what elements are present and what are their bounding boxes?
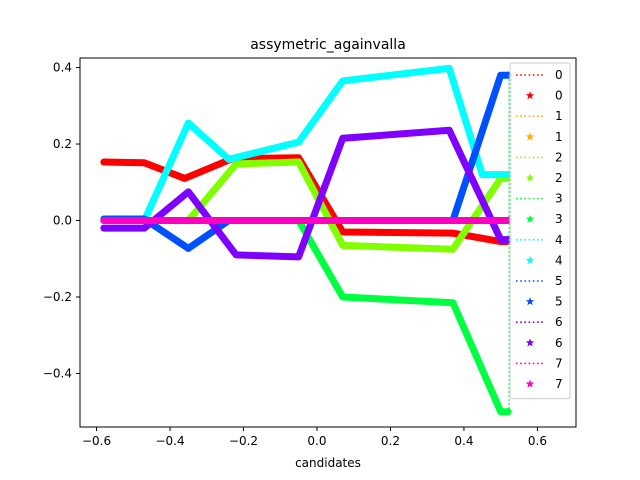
y-tick-label: −0.2 [43,290,72,304]
legend-label: 3 [555,212,563,226]
legend-label: 7 [555,356,563,370]
series-line-6 [100,126,512,261]
legend-label: 0 [555,68,563,82]
series-layer [100,64,513,416]
legend-marker-1 [525,132,535,141]
legend-label: 4 [555,253,563,267]
legend-label: 1 [555,130,563,144]
legend-marker-3 [525,214,535,223]
y-tick-label: 0.0 [53,214,72,228]
legend-marker-2 [525,173,535,182]
x-axis: −0.6 −0.4 −0.2 0.0 0.2 0.4 0.6 [82,427,547,448]
legend-label: 7 [555,377,563,391]
x-tick-label: 0.4 [454,434,473,448]
legend-label: 1 [555,109,563,123]
x-tick-label: −0.2 [229,434,258,448]
x-tick-label: 0.2 [381,434,400,448]
legend-marker-4 [525,255,535,265]
legend-label: 2 [555,171,563,185]
chart-title: assymetric_againvalla [250,37,406,53]
series-line-4 [100,64,512,225]
legend-label: 2 [555,150,563,164]
x-tick-label: 0.6 [528,434,547,448]
plot-frame [79,57,577,428]
legend-marker-5 [525,297,535,306]
x-tick-label: −0.6 [82,434,111,448]
legend-label: 6 [555,336,563,350]
legend-marker-0 [525,91,535,100]
y-axis: −0.4 −0.2 0.0 0.2 0.4 [43,61,80,380]
series-marker-5 [503,70,513,79]
x-axis-label: candidates [295,456,361,470]
legend-marker-6 [525,338,535,347]
series-marker-4 [503,170,513,179]
x-tick-label: 0.0 [307,434,326,448]
series-line-0 [100,154,512,246]
series-marker-6 [503,235,513,244]
legend-box [509,62,571,400]
y-tick-label: −0.4 [43,366,72,380]
series-marker-7 [503,216,513,225]
legend-label: 5 [555,295,563,309]
series-marker-3 [503,407,513,416]
legend-marker-7 [525,379,535,388]
legend-label: 0 [555,89,563,103]
legend: 0 0 1 1 2 2 3 3 4 4 5 5 6 6 7 7 [509,62,571,400]
y-tick-label: 0.2 [53,137,72,151]
legend-label: 5 [555,274,563,288]
x-tick-label: −0.4 [155,434,184,448]
legend-label: 4 [555,233,563,247]
legend-label: 3 [555,192,563,206]
legend-label: 6 [555,315,563,329]
y-tick-label: 0.4 [53,61,72,75]
